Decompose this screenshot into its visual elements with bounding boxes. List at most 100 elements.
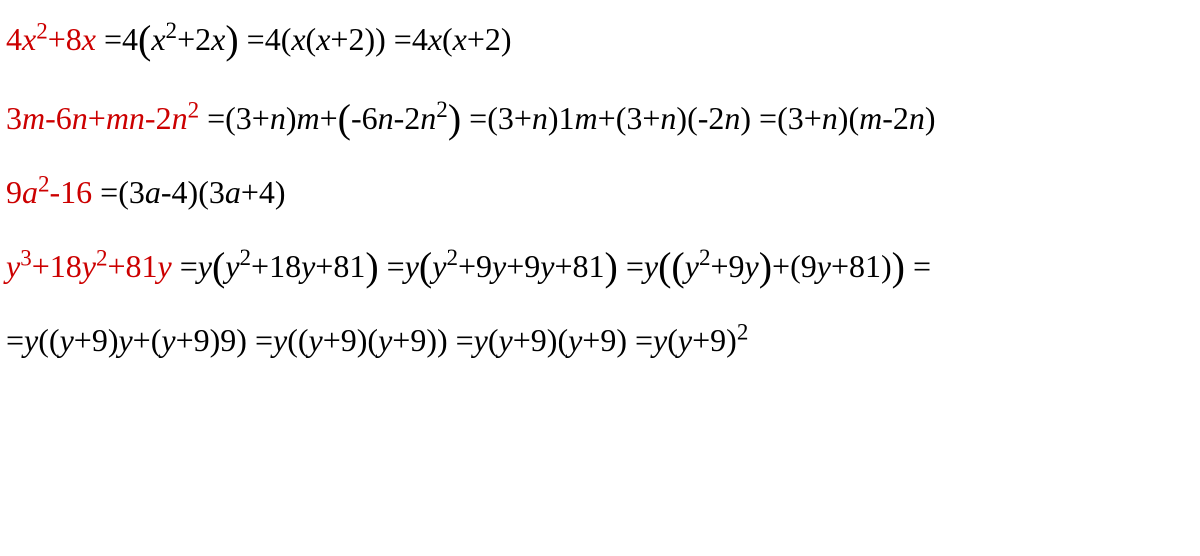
t: +2) [467, 21, 512, 57]
t: )1 [548, 100, 575, 136]
t: +9 [710, 248, 744, 284]
paren-close-big: ) [448, 96, 461, 141]
t: -2 [394, 100, 421, 136]
t: =4( [239, 21, 292, 57]
var-n: n [660, 100, 676, 136]
var-y: y [118, 322, 132, 358]
var-x: x [428, 21, 442, 57]
var-y: y [161, 322, 175, 358]
t: = [448, 322, 474, 358]
paren-open-big: ( [671, 244, 684, 289]
t: + [88, 100, 106, 136]
var-a: a [22, 174, 38, 210]
t: +18 [32, 248, 82, 284]
t: (( [38, 322, 59, 358]
equation-1: 4x2+8x =4(x2+2x) =4(x(x+2)) =4x(x+2) [6, 0, 1194, 79]
var-y: y [432, 248, 446, 284]
t: + [320, 100, 338, 136]
var-y: y [6, 248, 20, 284]
equation-3: 9a2-16 =(3a-4)(3a+4) [6, 158, 1194, 227]
exp: 2 [737, 318, 749, 344]
t: = [247, 322, 273, 358]
t: -2 [145, 100, 172, 136]
exp: 2 [188, 96, 200, 122]
var-n: n [822, 100, 838, 136]
var-m: m [575, 100, 598, 136]
eq1-lhs: 4x2+8x [6, 21, 96, 57]
t: -4)(3 [161, 174, 225, 210]
t: (( [287, 322, 308, 358]
t: +(9 [772, 248, 817, 284]
var-x: x [22, 21, 36, 57]
var-y: y [644, 248, 658, 284]
eq3-lhs: 9a2-16 [6, 174, 92, 210]
t: +9)) [392, 322, 447, 358]
t: +4) [241, 174, 286, 210]
var-n: n [532, 100, 548, 136]
var-n: n [378, 100, 394, 136]
t: ( [667, 322, 678, 358]
t: = [905, 248, 931, 284]
t: = [627, 322, 653, 358]
t: +81) [831, 248, 892, 284]
t: =(3+ [751, 100, 822, 136]
exp: 3 [20, 244, 32, 270]
t: ) [286, 100, 297, 136]
var-y: y [653, 322, 667, 358]
var-n: n [724, 100, 740, 136]
var-x: x [291, 21, 305, 57]
var-y: y [568, 322, 582, 358]
var-y: y [301, 248, 315, 284]
t: -2 [882, 100, 909, 136]
var-y: y [540, 248, 554, 284]
var-y: y [685, 248, 699, 284]
equation-4: y3+18y2+81y =y(y2+18y+81) =y(y2+9y+9y+81… [6, 227, 1194, 306]
paren-close-big: ) [605, 244, 618, 289]
t: = [6, 322, 24, 358]
paren-close-big: ) [892, 244, 905, 289]
var-mn: mn [106, 100, 145, 136]
paren-open-big: ( [138, 17, 151, 62]
var-n: n [420, 100, 436, 136]
t: +(3+ [598, 100, 661, 136]
var-a: a [225, 174, 241, 210]
exp: 2 [699, 244, 711, 270]
t: 9 [6, 174, 22, 210]
var-n: n [270, 100, 286, 136]
var-y: y [60, 322, 74, 358]
t: +9)( [513, 322, 568, 358]
var-y: y [82, 248, 96, 284]
t: +81 [315, 248, 365, 284]
var-x: x [151, 21, 165, 57]
var-x: x [211, 21, 225, 57]
t: =(3+ [199, 100, 270, 136]
var-y: y [678, 322, 692, 358]
t: =4 [386, 21, 428, 57]
t: +9) [692, 322, 737, 358]
t: ( [306, 21, 317, 57]
t: ( [442, 21, 453, 57]
t: =4 [96, 21, 138, 57]
var-y: y [499, 322, 513, 358]
var-x: x [453, 21, 467, 57]
t: 3 [6, 100, 22, 136]
t: =(3+ [461, 100, 532, 136]
t: +8 [48, 21, 82, 57]
t: +9 [458, 248, 492, 284]
t: +9) [582, 322, 627, 358]
t: )( [838, 100, 859, 136]
paren-open-big: ( [419, 244, 432, 289]
var-y: y [492, 248, 506, 284]
paren-open-big: ( [212, 244, 225, 289]
t: +81 [554, 248, 604, 284]
t: )(-2 [676, 100, 724, 136]
var-y: y [24, 322, 38, 358]
t: -6 [45, 100, 72, 136]
t: = [172, 248, 198, 284]
t: +( [133, 322, 162, 358]
t: -6 [351, 100, 378, 136]
t: +9)9) [176, 322, 247, 358]
t: +9) [74, 322, 119, 358]
t: =(3 [92, 174, 145, 210]
t: ) [740, 100, 751, 136]
